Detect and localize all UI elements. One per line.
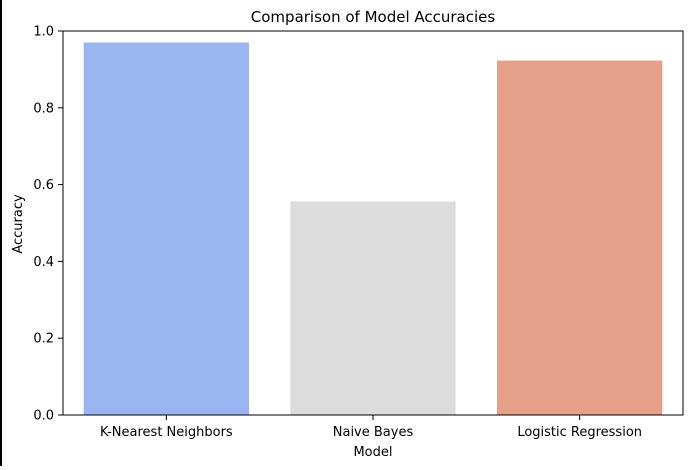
figure-left-edge [0,0,2,466]
plot-area-frame [62,30,684,416]
y-tick-label: 0.0 [33,409,54,424]
y-tick-label: 0.2 [33,332,54,347]
y-tick-label: 0.8 [33,101,54,116]
y-tick-label: 1.0 [33,25,54,40]
bar-k-nearest-neighbors [83,42,250,416]
x-tick-label: Naive Bayes [333,425,414,440]
y-tick-label: 0.4 [33,255,54,270]
x-tick-label: K-Nearest Neighbors [100,425,233,440]
bar-logistic-regression [497,60,663,416]
bar-naive-bayes [290,201,456,415]
y-axis-label: Accuracy [11,194,26,254]
chart-title: Comparison of Model Accuracies [251,8,496,26]
y-axis-ticks: 0.0 0.2 0.4 0.6 0.8 1.0 [33,25,63,424]
y-tick-label: 0.6 [33,178,54,193]
bars-group [83,42,663,416]
x-axis-ticks: K-Nearest Neighbors Naive Bayes Logistic R… [100,415,642,440]
x-axis-label: Model [353,445,392,460]
x-tick-label: Logistic Regression [517,425,642,440]
